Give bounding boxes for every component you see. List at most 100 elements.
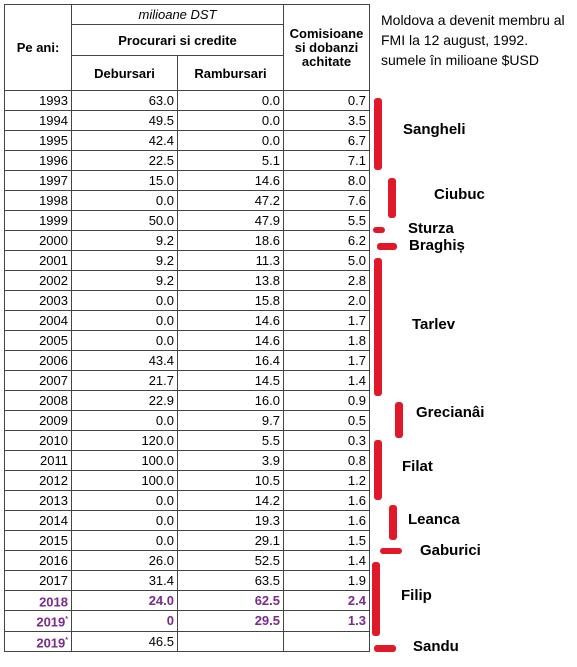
- group-header: Procurari si credite: [71, 24, 284, 56]
- year-cell: 2007: [4, 370, 72, 391]
- year-value: 1993: [39, 93, 68, 108]
- disbursement-cell: 0.0: [71, 530, 178, 551]
- disbursement-cell: 0.0: [71, 410, 178, 431]
- repayment-cell: 16.4: [177, 350, 284, 371]
- disbursement-cell: 0.0: [71, 490, 178, 511]
- table-row: 2007 21.7 14.5 1.4: [4, 370, 370, 391]
- disbursement-cell: 49.5: [71, 110, 178, 131]
- disbursement-cell: 100.0: [71, 470, 178, 491]
- table-row: 1993 63.0 0.0 0.7: [4, 90, 370, 111]
- year-cell: 2011: [4, 450, 72, 471]
- fees-cell: 1.7: [283, 350, 370, 371]
- table-row: 2014 0.0 19.3 1.6: [4, 510, 370, 531]
- year-cell: 2014: [4, 510, 72, 531]
- repayment-cell: 47.2: [177, 190, 284, 211]
- year-value: 2005: [39, 333, 68, 348]
- disbursement-cell: 9.2: [71, 250, 178, 271]
- fees-cell: 0.7: [283, 90, 370, 111]
- year-value: 2018: [39, 594, 68, 610]
- table-row: 1994 49.5 0.0 3.5: [4, 110, 370, 131]
- disbursement-cell: 0.0: [71, 330, 178, 351]
- fees-cell: 1.9: [283, 570, 370, 591]
- fees-cell: 0.5: [283, 410, 370, 431]
- year-cell: 2000: [4, 230, 72, 251]
- repayment-cell: 14.6: [177, 330, 284, 351]
- table-row: 1996 22.5 5.1 7.1: [4, 150, 370, 171]
- year-value: 2006: [39, 353, 68, 368]
- table-row: 2002 9.2 13.8 2.8: [4, 270, 370, 291]
- period-bar-tarlev: [374, 258, 382, 396]
- repayment-cell: 29.5: [177, 610, 284, 632]
- imf-table: Pe ani: milioane DST Comisioane si doban…: [4, 4, 370, 652]
- fees-cell: 7.1: [283, 150, 370, 171]
- fees-cell: 1.5: [283, 530, 370, 551]
- disbursement-cell: 21.7: [71, 370, 178, 391]
- year-cell: 2012: [4, 470, 72, 491]
- pm-label-filip: Filip: [401, 587, 432, 604]
- fees-cell: 8.0: [283, 170, 370, 191]
- repayment-cell: 18.6: [177, 230, 284, 251]
- fees-cell: 7.6: [283, 190, 370, 211]
- year-cell: 2016: [4, 550, 72, 571]
- year-value: 2010: [39, 433, 68, 448]
- year-value: 1998: [39, 193, 68, 208]
- year-value: 2003: [39, 293, 68, 308]
- year-value: 2019: [36, 634, 66, 650]
- year-value: 2015: [39, 533, 68, 548]
- disbursement-cell: 46.5: [71, 630, 178, 652]
- year-value: 1999: [39, 213, 68, 228]
- year-value: 2004: [39, 313, 68, 328]
- year-cell: 2005: [4, 330, 72, 351]
- fees-cell: 0.8: [283, 450, 370, 471]
- disbursement-cell: 0: [71, 610, 178, 632]
- repayment-cell: 14.6: [177, 310, 284, 331]
- table-row: 2015 0.0 29.1 1.5: [4, 530, 370, 551]
- repayment-cell: 9.7: [177, 410, 284, 431]
- repayment-cell: 10.5: [177, 470, 284, 491]
- fees-cell: 1.7: [283, 310, 370, 331]
- year-cell: 2003: [4, 290, 72, 311]
- disbursement-cell: 0.0: [71, 190, 178, 211]
- disbursement-cell: 0.0: [71, 310, 178, 331]
- year-value: 1996: [39, 153, 68, 168]
- period-bar-sturza: [373, 227, 385, 233]
- table-row: 2016 26.0 52.5 1.4: [4, 550, 370, 571]
- year-cell: 1993: [4, 90, 72, 111]
- repayment-cell: 11.3: [177, 250, 284, 271]
- fees-cell: 1.3: [283, 610, 370, 632]
- pm-label-grecianii: Grecianâi: [416, 404, 485, 421]
- fees-cell: 3.5: [283, 110, 370, 131]
- year-cell: 2019*: [4, 610, 72, 632]
- table-row: 2019* 0 29.5 1.3: [4, 610, 370, 632]
- year-cell: 1994: [4, 110, 72, 131]
- pm-label-ciubuc: Ciubuc: [434, 186, 485, 203]
- year-cell: 1997: [4, 170, 72, 191]
- repayment-cell: 62.5: [177, 589, 284, 612]
- fees-cell: 6.7: [283, 130, 370, 151]
- repayment-cell: 14.5: [177, 370, 284, 391]
- fees-cell: 2.0: [283, 290, 370, 311]
- year-value: 1994: [39, 113, 68, 128]
- fees-header: Comisioane si dobanzi achitate: [283, 4, 370, 91]
- per-year-header: Pe ani:: [4, 4, 72, 91]
- disbursement-cell: 22.9: [71, 390, 178, 411]
- fees-cell: [283, 630, 370, 652]
- pm-label-filat: Filat: [402, 458, 433, 475]
- fees-cell: 1.4: [283, 550, 370, 571]
- year-cell: 2004: [4, 310, 72, 331]
- table-row: 2009 0.0 9.7 0.5: [4, 410, 370, 431]
- period-bar-sandu: [374, 645, 396, 652]
- table-row: 1999 50.0 47.9 5.5: [4, 210, 370, 231]
- year-cell: 1999: [4, 210, 72, 231]
- pm-label-sturza: Sturza: [408, 220, 454, 237]
- year-value: 2007: [39, 373, 68, 388]
- year-value: 2008: [39, 393, 68, 408]
- year-cell: 2018: [4, 589, 72, 612]
- table-row: 2010 120.0 5.5 0.3: [4, 430, 370, 451]
- fees-cell: 1.6: [283, 490, 370, 511]
- disbursement-cell: 63.0: [71, 90, 178, 111]
- year-cell: 2015: [4, 530, 72, 551]
- disbursements-header: Debursari: [71, 55, 178, 91]
- period-bar-gaburici: [380, 548, 402, 554]
- period-bar-leanca: [389, 505, 397, 540]
